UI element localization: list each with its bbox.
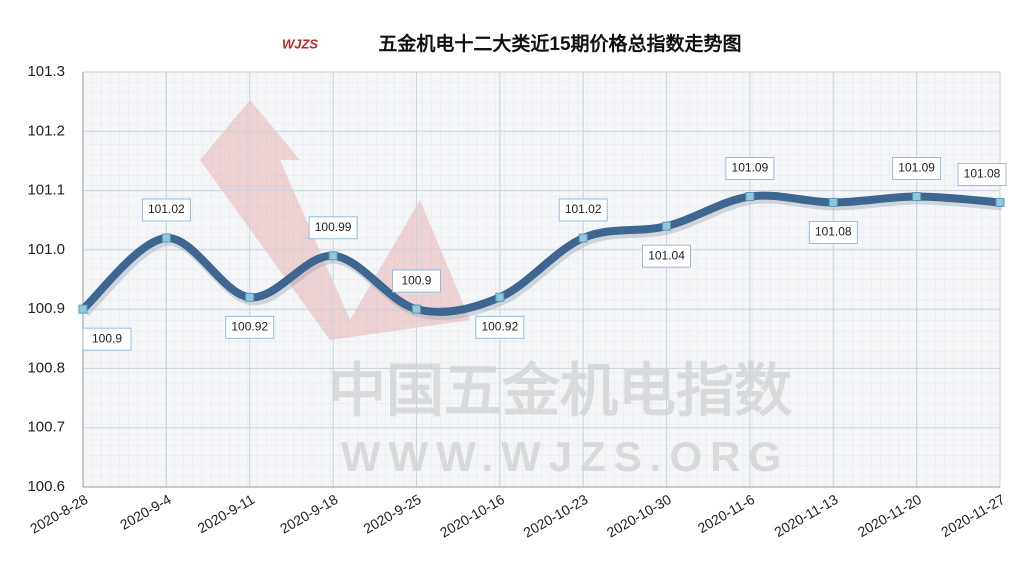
value-label: 100.99 <box>315 220 352 234</box>
x-tick-label: 2020-10-30 <box>604 491 674 541</box>
value-label: 100.9 <box>401 273 431 287</box>
value-label: 100.9 <box>92 331 122 345</box>
value-label: 101.09 <box>898 161 935 175</box>
marker <box>161 233 171 243</box>
value-label-box <box>808 221 858 244</box>
x-tick-label: 2020-10-16 <box>437 491 507 541</box>
y-tick-label: 100.8 <box>27 359 65 376</box>
value-label: 100.92 <box>231 319 268 333</box>
logo: WJZS <box>282 36 318 51</box>
value-label-box <box>82 327 132 351</box>
marker <box>328 251 338 261</box>
y-tick-label: 100.7 <box>27 419 65 436</box>
chart-title: 五金机电十二大类近15期价格总指数走势图 <box>378 32 741 55</box>
value-label-box <box>642 244 691 268</box>
value-label-box <box>225 315 275 339</box>
marker <box>495 292 505 302</box>
marker <box>662 221 672 231</box>
y-tick-label: 101.1 <box>27 182 65 199</box>
marker <box>912 192 922 201</box>
value-label: 101.09 <box>732 161 769 175</box>
value-label: 100.92 <box>481 319 518 333</box>
value-label-box <box>957 163 1007 186</box>
marker <box>745 192 755 201</box>
marker <box>828 197 838 207</box>
y-tick-label: 100.6 <box>27 478 65 495</box>
y-tick-label: 100.9 <box>27 300 65 317</box>
marker <box>411 304 421 314</box>
x-tick-label: 2020-11-27 <box>938 491 1007 540</box>
value-label: 101.04 <box>648 248 685 262</box>
y-tick-label: 101.0 <box>27 241 65 258</box>
x-tick-label: 2020-11-20 <box>855 491 924 540</box>
value-label-box <box>475 315 525 339</box>
x-tick-label: 2020-10-23 <box>521 491 591 541</box>
x-tick-label: 2020-9-4 <box>117 491 174 533</box>
value-label: 101.08 <box>964 167 1001 181</box>
value-label: 101.02 <box>148 202 185 216</box>
x-tick-label: 2020-9-25 <box>361 491 424 537</box>
minor-grid <box>83 72 1000 487</box>
x-tick-label: 2020-9-18 <box>277 491 340 537</box>
x-tick-label: 2020-9-11 <box>195 491 258 536</box>
x-tick-label: 2020-11-13 <box>772 491 841 540</box>
value-label-box <box>308 216 358 240</box>
value-label-box <box>892 157 942 180</box>
marker <box>578 233 588 243</box>
value-label-box <box>392 269 441 293</box>
marker <box>245 292 255 302</box>
y-tick-label: 101.3 <box>27 63 65 80</box>
marker <box>995 197 1005 207</box>
value-label: 101.02 <box>565 202 602 216</box>
x-tick-label: 2020-8-28 <box>27 491 90 537</box>
value-label-box <box>558 198 608 222</box>
y-tick-label: 101.2 <box>27 122 65 139</box>
value-label-box <box>725 157 775 180</box>
marker <box>78 304 88 314</box>
value-label: 101.08 <box>815 225 852 239</box>
watermark: 中国五金机电指数 <box>328 358 792 423</box>
value-label-box <box>141 198 191 222</box>
watermark: WWW.WJZS.ORG <box>341 433 789 480</box>
x-tick-label: 2020-11-6 <box>695 491 758 536</box>
